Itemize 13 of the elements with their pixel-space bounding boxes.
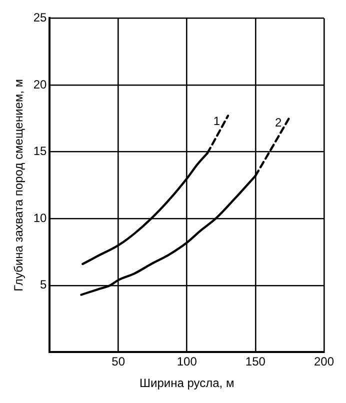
y-tick-label: 15: [33, 144, 48, 158]
series-label: 1: [213, 114, 220, 128]
x-tick-label: 200: [314, 354, 334, 369]
x-axis-title: Ширина русла, м: [140, 376, 234, 390]
y-tick-label: 25: [33, 10, 48, 25]
x-tick-label: 150: [245, 354, 266, 369]
series-label: 2: [275, 115, 282, 130]
y-tick-label: 5: [40, 278, 48, 292]
x-tick-label: 50: [112, 354, 126, 369]
y-axis-title: Глубина захвата пород смещением, м: [12, 78, 26, 292]
y-tick-label: 10: [33, 210, 48, 225]
y-tick-label: 20: [33, 77, 48, 92]
x-tick-label: 100: [176, 354, 198, 369]
